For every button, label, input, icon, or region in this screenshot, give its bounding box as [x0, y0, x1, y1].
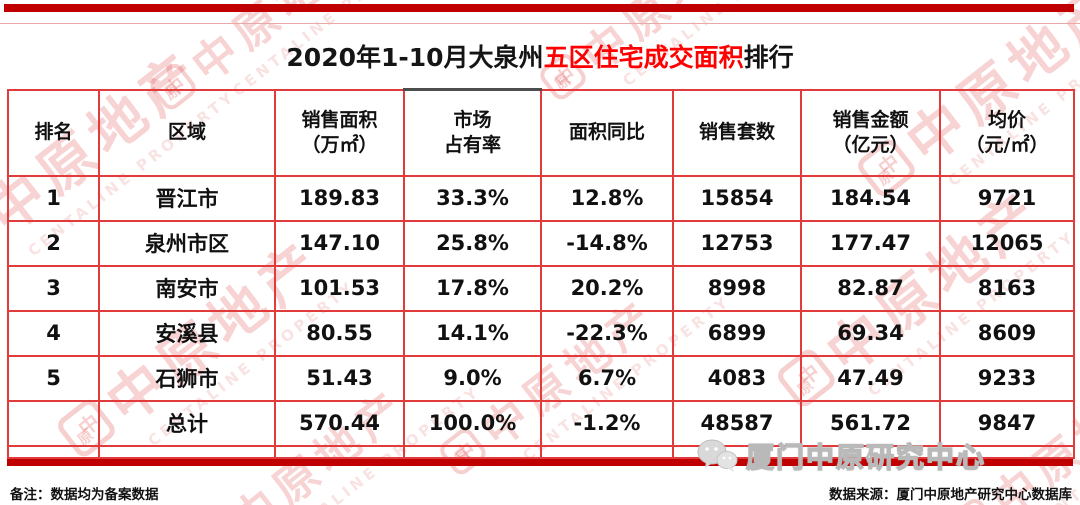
cell-area-yoy: -1.2% — [540, 399, 674, 447]
header-line: 面积同比 — [568, 121, 645, 144]
cell-market-share: 33.3% — [403, 174, 542, 222]
cell-units-sold: 8998 — [672, 264, 802, 312]
cell-avg-price: 8163 — [939, 264, 1075, 312]
header-row: 排名 区域 销售面积 （万㎡） 市场 占有率 面积同比 销售套数 销售金额 （亿元） … — [7, 88, 1075, 177]
cell-sales-area: 51.43 — [274, 354, 405, 402]
cell-rank: 2 — [7, 219, 100, 267]
table-row: 4 安溪县 80.55 14.1% -22.3% 6899 69.34 8609 — [7, 309, 1075, 357]
cell-rank — [7, 399, 100, 447]
cell-area-yoy: 6.7% — [540, 354, 674, 402]
cell-area-yoy: 12.8% — [540, 174, 674, 222]
cell-sales-amount: 47.49 — [800, 354, 941, 402]
table-row: 1 晋江市 189.83 33.3% 12.8% 15854 184.54 97… — [7, 174, 1075, 222]
col-header-area-yoy: 面积同比 — [540, 88, 674, 177]
header-line: 均价 — [987, 108, 1026, 131]
cell-units-sold: 15854 — [672, 174, 802, 222]
col-header-district: 区域 — [98, 88, 276, 177]
header-line: （亿元） — [832, 133, 909, 156]
cell-sales-amount: 184.54 — [800, 174, 941, 222]
cell-rank: 4 — [7, 309, 100, 357]
cell-market-share: 14.1% — [403, 309, 542, 357]
title-prefix: 2020年1-10月大泉州 — [286, 43, 544, 72]
col-header-sales-area: 销售面积 （万㎡） — [274, 88, 405, 177]
footnote-left: 备注：数据均为备案数据 — [10, 487, 159, 503]
table-row-total: 总计 570.44 100.0% -1.2% 48587 561.72 9847 — [7, 399, 1075, 447]
ranking-table-container: 排名 区域 销售面积 （万㎡） 市场 占有率 面积同比 销售套数 销售金额 （亿元） … — [7, 88, 1075, 466]
spacer-cell — [672, 444, 802, 459]
cell-area-yoy: -14.8% — [540, 219, 674, 267]
header-line: 区域 — [167, 121, 206, 144]
cell-sales-area: 147.10 — [274, 219, 405, 267]
cell-sales-area: 80.55 — [274, 309, 405, 357]
cell-avg-price: 12065 — [939, 219, 1075, 267]
header-line: 销售金额 — [832, 108, 909, 131]
cell-units-sold: 12753 — [672, 219, 802, 267]
col-header-units-sold: 销售套数 — [672, 88, 802, 177]
header-line: 销售面积 — [301, 108, 378, 131]
cell-rank: 1 — [7, 174, 100, 222]
cell-area-yoy: 20.2% — [540, 264, 674, 312]
cell-units-sold: 4083 — [672, 354, 802, 402]
title-highlight: 五区住宅成交面积 — [543, 43, 744, 72]
cell-rank: 3 — [7, 264, 100, 312]
cell-sales-amount: 561.72 — [800, 399, 941, 447]
header-line: （万㎡） — [301, 133, 378, 156]
col-header-market-share: 市场 占有率 — [403, 88, 542, 177]
footnote-source: 数据来源：厦门中原地产研究中心数据库 — [829, 487, 1072, 503]
header-line: 销售套数 — [698, 121, 775, 144]
table-row: 2 泉州市区 147.10 25.8% -14.8% 12753 177.47 … — [7, 219, 1075, 267]
cell-sales-area: 570.44 — [274, 399, 405, 447]
header-line: 市场 — [453, 109, 492, 132]
cell-area-yoy: -22.3% — [540, 309, 674, 357]
spacer-cell — [98, 444, 276, 459]
cell-sales-amount: 177.47 — [800, 219, 941, 267]
spacer-cell — [7, 444, 100, 459]
table-row: 3 南安市 101.53 17.8% 20.2% 8998 82.87 8163 — [7, 264, 1075, 312]
cell-sales-amount: 69.34 — [800, 309, 941, 357]
cell-units-sold: 6899 — [672, 309, 802, 357]
col-header-sales-amount: 销售金额 （亿元） — [800, 88, 941, 177]
bottom-red-bar — [7, 458, 1073, 466]
cell-avg-price: 9721 — [939, 174, 1075, 222]
title-suffix: 排行 — [743, 43, 794, 72]
cell-district: 泉州市区 — [98, 219, 276, 267]
table-row: 5 石狮市 51.43 9.0% 6.7% 4083 47.49 9233 — [7, 354, 1075, 402]
cell-avg-price: 9847 — [939, 399, 1075, 447]
spacer-row — [7, 444, 1075, 459]
page-title: 2020年1-10月大泉州五区住宅成交面积排行 — [0, 38, 1080, 74]
thin-divider-line — [0, 23, 1080, 24]
spacer-cell — [939, 444, 1075, 459]
spacer-cell — [403, 444, 542, 459]
col-header-rank: 排名 — [7, 88, 100, 177]
cell-units-sold: 48587 — [672, 399, 802, 447]
cell-district: 安溪县 — [98, 309, 276, 357]
spacer-cell — [800, 444, 941, 459]
spacer-cell — [274, 444, 405, 459]
cell-district: 石狮市 — [98, 354, 276, 402]
ranking-table: 排名 区域 销售面积 （万㎡） 市场 占有率 面积同比 销售套数 销售金额 （亿元） … — [7, 88, 1075, 459]
cell-district: 晋江市 — [98, 174, 276, 222]
cell-market-share: 9.0% — [403, 354, 542, 402]
cell-sales-area: 101.53 — [274, 264, 405, 312]
cell-district: 总计 — [98, 399, 276, 447]
cell-sales-area: 189.83 — [274, 174, 405, 222]
header-line: （元/㎡） — [965, 133, 1049, 156]
cell-avg-price: 9233 — [939, 354, 1075, 402]
cell-market-share: 17.8% — [403, 264, 542, 312]
spacer-cell — [540, 444, 674, 459]
cell-market-share: 25.8% — [403, 219, 542, 267]
col-header-avg-price: 均价 （元/㎡） — [939, 88, 1075, 177]
cell-market-share: 100.0% — [403, 399, 542, 447]
cell-district: 南安市 — [98, 264, 276, 312]
cell-rank: 5 — [7, 354, 100, 402]
top-red-bar — [4, 4, 1074, 12]
cell-avg-price: 8609 — [939, 309, 1075, 357]
header-line: 占有率 — [443, 133, 501, 156]
header-line: 排名 — [34, 121, 73, 144]
cell-sales-amount: 82.87 — [800, 264, 941, 312]
